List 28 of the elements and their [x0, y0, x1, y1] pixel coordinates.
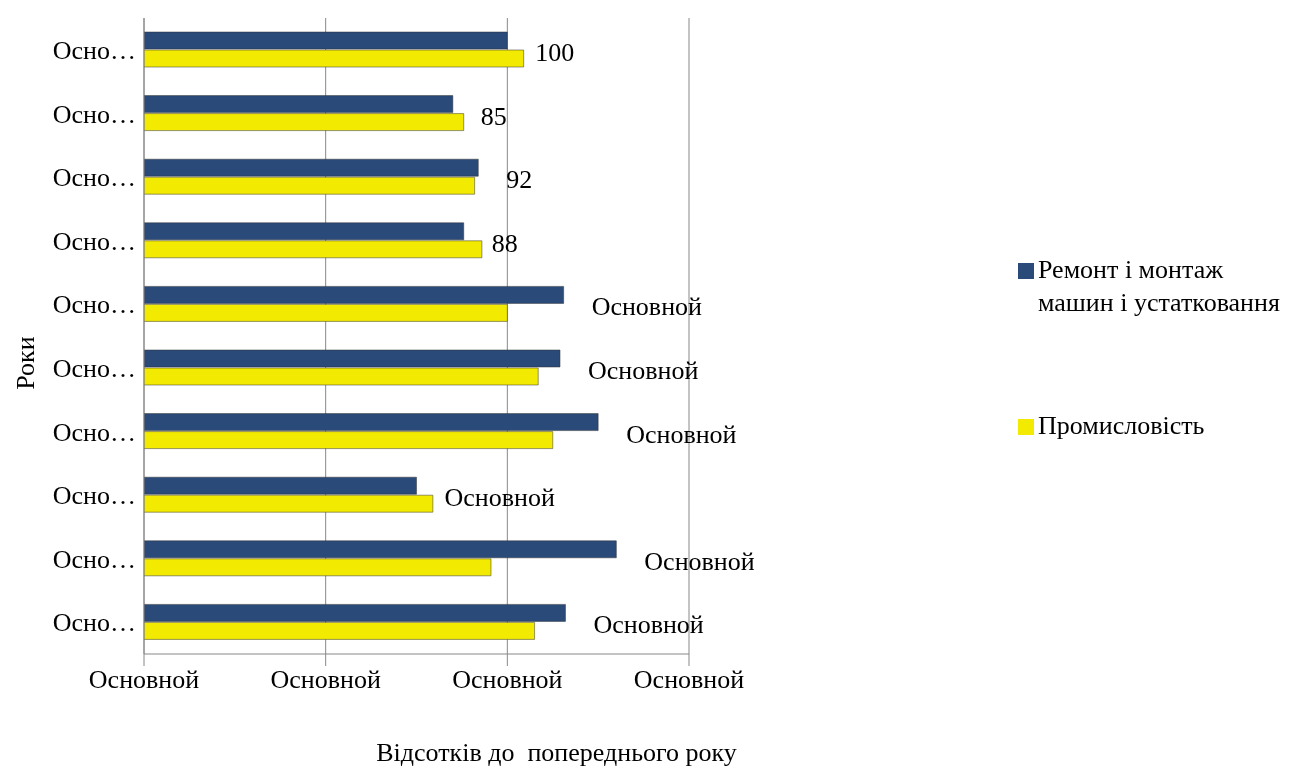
text: Основной	[633, 665, 745, 694]
y-tick-label: Осно…	[52, 354, 136, 384]
text: Основной	[270, 665, 381, 694]
y-tick-label: Осно…	[52, 481, 136, 511]
data-label: 100	[535, 37, 575, 67]
legend-label: Ремонт і монтаж машин і устатковання	[1038, 253, 1281, 319]
y-axis-title: Роки	[11, 335, 41, 392]
y-tick-label: Осно…	[52, 99, 136, 129]
data-label: 88	[491, 228, 518, 258]
data-label: 92	[506, 165, 533, 195]
data-label: Основной	[444, 483, 555, 513]
y-tick-label: Осно…	[52, 417, 136, 447]
data-label: Основной	[588, 355, 699, 385]
data-label: 85	[480, 101, 507, 131]
text: Основной	[452, 665, 563, 694]
data-label: Основной	[593, 610, 704, 640]
text: Основной	[88, 665, 200, 694]
y-tick-label: Осно…	[52, 544, 136, 574]
y-tick-label: Осно…	[52, 163, 136, 193]
legend-label: Промисловість	[1038, 409, 1205, 442]
y-tick-label: Осно…	[52, 290, 136, 320]
y-tick-label: Осно…	[52, 36, 136, 66]
y-tick-label: Осно…	[52, 608, 136, 638]
data-label: Основной	[626, 419, 737, 449]
y-tick-label: Осно…	[52, 226, 136, 256]
data-label: Основной	[644, 546, 755, 576]
x-axis-title: Відсотків до попереднього року	[375, 738, 738, 768]
data-label: Основной	[591, 292, 703, 322]
